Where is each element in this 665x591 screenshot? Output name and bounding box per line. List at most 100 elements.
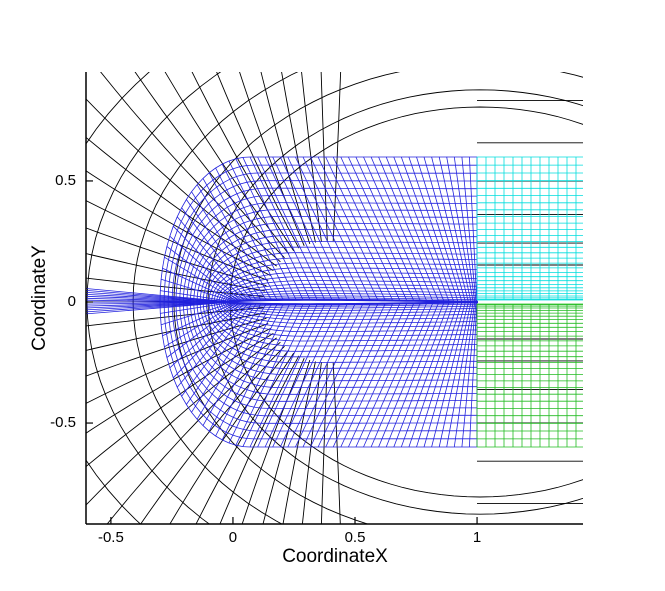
mesh-line: [140, 345, 285, 524]
mesh-line: [134, 72, 285, 259]
mesh-line: [446, 156, 474, 302]
mesh-line: [431, 302, 469, 448]
mesh-line: [320, 362, 328, 524]
mesh-line: [160, 302, 235, 326]
mesh-line: [355, 156, 421, 302]
mesh-line: [160, 278, 235, 302]
mesh-line: [162, 267, 236, 302]
mesh-line: [431, 156, 469, 302]
mesh-line: [166, 246, 240, 302]
mesh-line: [453, 156, 476, 302]
mesh-line: [461, 156, 477, 302]
mesh-line: [320, 72, 328, 242]
x-axis-title: CoordinateX: [282, 546, 388, 567]
mesh-line: [242, 304, 311, 447]
mesh-line: [272, 156, 341, 301]
mesh-line: [287, 156, 356, 301]
mesh-line: [86, 328, 271, 434]
mesh-line: [408, 302, 459, 448]
mesh-line: [438, 156, 472, 302]
mesh-line: [86, 136, 274, 271]
mesh-line: [181, 207, 253, 301]
mesh-line: [86, 200, 269, 281]
mesh-line: [176, 216, 249, 301]
mesh-line: [164, 302, 238, 348]
mesh-line: [173, 303, 245, 379]
mesh-line: [86, 337, 277, 506]
mesh-line: [378, 156, 439, 302]
mesh-line: [166, 302, 240, 358]
mesh-line: [257, 304, 326, 448]
mesh-line: [86, 317, 267, 377]
mesh-line: [262, 359, 311, 524]
mesh-line: [86, 333, 274, 468]
mesh-line: [272, 303, 341, 448]
mesh-line: [461, 302, 477, 448]
mesh-line: [215, 303, 284, 437]
mesh-line: [235, 304, 304, 446]
mesh-line: [242, 157, 311, 300]
mesh-line: [385, 156, 445, 302]
mesh-line: [196, 184, 267, 301]
mesh-line: [279, 303, 348, 448]
mesh-line: [310, 303, 379, 448]
mesh-line: [215, 167, 284, 301]
mesh-line: [423, 302, 466, 448]
mesh-line: [438, 302, 472, 448]
mesh-line: [301, 362, 322, 524]
mesh-line: [400, 302, 455, 448]
mesh-line: [325, 156, 394, 301]
mesh-line: [86, 170, 271, 276]
mesh-line: [446, 302, 474, 448]
mesh-line: [332, 72, 342, 242]
mesh-line: [169, 302, 242, 369]
mesh-line: [325, 303, 394, 448]
x-tick-label: 0.5: [345, 529, 366, 546]
mesh-line: [370, 156, 434, 302]
y-tick-label: 0.5: [55, 172, 76, 189]
mesh-line: [370, 302, 434, 448]
mesh-line: [332, 303, 401, 448]
mesh-line: [302, 303, 371, 448]
mesh-line: [340, 303, 408, 448]
mesh-line: [385, 302, 445, 448]
mesh-line: [317, 303, 386, 448]
mesh-line: [332, 362, 341, 524]
mesh-line: [191, 72, 295, 252]
mesh-line: [400, 156, 455, 302]
mesh-line: [469, 302, 478, 448]
mesh-line: [310, 156, 379, 301]
mesh-line: [355, 302, 421, 448]
mesh-line: [160, 301, 234, 314]
mesh-line: [302, 156, 371, 301]
mesh-line: [202, 303, 272, 426]
mesh-line: [221, 163, 290, 300]
y-axis-title: CoordinateY: [29, 245, 50, 351]
mesh-line: [228, 160, 297, 300]
mesh-line: [106, 341, 281, 524]
mesh-line: [160, 290, 234, 303]
mesh-line: [169, 349, 290, 524]
mesh-line: [86, 301, 234, 315]
y-tick-label: 0: [68, 293, 76, 310]
mesh-line: [100, 72, 281, 263]
mesh-line: [196, 303, 267, 420]
mesh-line: [164, 256, 238, 302]
mesh-line: [186, 303, 257, 405]
mesh-line: [287, 303, 356, 448]
mesh-line: [216, 72, 300, 249]
mesh-line: [416, 156, 463, 302]
mesh-line: [416, 302, 463, 448]
mesh-line: [249, 304, 318, 448]
mesh-line: [408, 156, 459, 302]
mesh-line: [86, 307, 265, 327]
mesh-line: [257, 156, 326, 300]
mesh-line: [295, 156, 364, 301]
y-tick-label: -0.5: [50, 414, 76, 431]
mesh-line: [281, 72, 316, 243]
mesh-line: [348, 156, 415, 301]
mesh-line: [195, 352, 295, 524]
mesh-line: [221, 304, 290, 441]
